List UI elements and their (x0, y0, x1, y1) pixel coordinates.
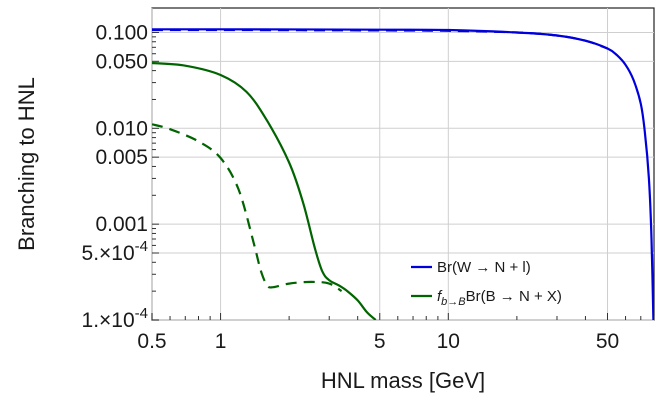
y-tick-label: 1.×10-4 (82, 305, 148, 332)
series-line-2 (152, 61, 377, 320)
series-layer (152, 28, 654, 320)
x-tick-label: 50 (596, 330, 619, 353)
y-tick-label: 0.100 (95, 21, 148, 44)
series-line-3 (152, 123, 343, 293)
plot-frame (151, 7, 655, 321)
x-tick-label: 0.5 (137, 330, 166, 353)
x-tick-label: 5 (374, 330, 386, 353)
y-tick-label: 0.050 (95, 50, 148, 73)
grid (151, 8, 654, 321)
series-line-0 (152, 28, 654, 320)
y-tick-label: 0.010 (95, 117, 148, 140)
axis-ticks: 1.×10-4 5.×10-40.001 0.005 0.010 0.050 0.100 0… (82, 21, 655, 353)
legend: Br(W → N + l) fb→BBr(B → N + X) (411, 259, 562, 308)
y-tick-label: 0.001 (95, 213, 148, 236)
y-tick-label: 5.×10-4 (82, 238, 148, 265)
series-line-1 (152, 28, 608, 50)
x-axis-label: HNL mass [GeV] (321, 368, 485, 393)
legend-label: fb→BBr(B → N + X) (437, 288, 562, 308)
x-tick-label: 1 (215, 330, 227, 353)
y-axis-label: Branching to HNL (14, 77, 39, 251)
x-tick-label: 10 (437, 330, 460, 353)
legend-label: Br(W → N + l) (437, 259, 531, 276)
y-tick-label: 0.005 (95, 146, 148, 169)
